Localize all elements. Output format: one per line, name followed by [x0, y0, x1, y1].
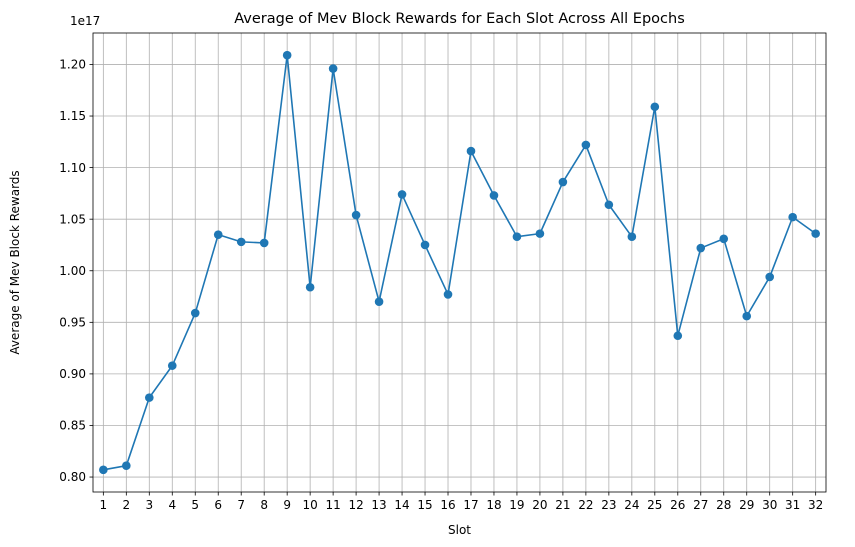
data-point: [696, 243, 706, 253]
x-tick-label: 23: [601, 498, 616, 512]
x-tick-label: 19: [509, 498, 524, 512]
x-tick-label: 14: [394, 498, 409, 512]
data-point: [167, 361, 177, 370]
data-point: [719, 234, 729, 244]
data-point: [397, 190, 407, 199]
y-tick-label: 0.95: [59, 316, 86, 330]
axis-layer: 1 2 3 4 5 6 7 8 9 10 11 12 13 14 15 16 17 18 19 20 21 22 23 24 2…: [59, 58, 823, 512]
data-point: [122, 461, 131, 470]
data-point: [374, 297, 384, 306]
x-tick-label: 13: [371, 498, 386, 512]
chart-title: Average of Mev Block Rewards for Each Sl…: [234, 11, 685, 27]
data-point: [213, 230, 223, 239]
data-point: [259, 238, 269, 248]
data-point: [512, 232, 522, 242]
x-tick-label: 30: [762, 498, 777, 512]
y-tick-label: 1.10: [59, 161, 86, 175]
x-tick-label: 31: [785, 498, 800, 512]
x-tick-label: 11: [325, 498, 340, 512]
y-tick-label: 1.15: [59, 109, 86, 123]
x-tick-label: 29: [739, 498, 754, 512]
x-tick-label: 7: [237, 498, 245, 512]
data-point: [489, 191, 499, 200]
x-tick-label: 5: [191, 498, 199, 512]
y-tick-label: 0.90: [59, 367, 86, 381]
data-point: [650, 102, 660, 112]
data-point: [328, 64, 338, 73]
data-point: [443, 290, 453, 299]
data-point: [811, 229, 820, 238]
data-point: [765, 272, 775, 282]
data-point: [604, 200, 614, 210]
y-tick-label: 1.20: [59, 58, 86, 72]
data-point: [581, 140, 591, 150]
data-point: [351, 210, 361, 220]
y-tick-label: 0.85: [59, 419, 86, 433]
x-tick-label: 17: [463, 498, 478, 512]
data-point: [190, 308, 200, 318]
x-tick-label: 3: [145, 498, 153, 512]
data-point: [466, 146, 476, 156]
x-tick-label: 18: [486, 498, 501, 512]
x-tick-label: 2: [122, 498, 130, 512]
x-tick-label: 25: [647, 498, 662, 512]
x-tick-label: 8: [260, 498, 268, 512]
x-tick-label: 10: [303, 498, 318, 512]
x-tick-label: 32: [808, 498, 823, 512]
data-point: [282, 50, 292, 60]
data-point: [99, 465, 108, 475]
x-tick-label: 1: [100, 498, 108, 512]
x-tick-label: 9: [283, 498, 291, 512]
x-tick-label: 6: [214, 498, 222, 512]
series-layer: [99, 50, 820, 475]
y-tick-label: 0.80: [59, 470, 86, 484]
x-tick-label: 24: [624, 498, 639, 512]
x-tick-label: 20: [532, 498, 547, 512]
x-tick-label: 26: [670, 498, 685, 512]
x-axis-label: Slot: [448, 523, 471, 537]
x-tick-label: 12: [348, 498, 363, 512]
data-point: [305, 282, 315, 292]
data-point: [420, 240, 430, 250]
plot-frame: [92, 32, 827, 493]
x-tick-label: 16: [440, 498, 455, 512]
grid-layer: [93, 33, 826, 492]
data-point: [535, 229, 545, 238]
data-point: [236, 237, 246, 247]
data-point: [788, 212, 797, 222]
data-point: [144, 393, 154, 402]
x-tick-label: 21: [555, 498, 570, 512]
data-point: [673, 331, 683, 341]
y-axis-label: Average of Mev Block Rewards: [8, 170, 22, 354]
x-tick-label: 15: [417, 498, 432, 512]
x-tick-label: 4: [168, 498, 176, 512]
y-tick-label: 1.05: [59, 212, 86, 226]
y-axis-multiplier: 1e17: [70, 14, 100, 28]
data-point: [558, 177, 568, 187]
x-tick-label: 22: [578, 498, 593, 512]
x-tick-label: 28: [716, 498, 731, 512]
y-tick-label: 1.00: [59, 264, 86, 278]
x-tick-label: 27: [693, 498, 708, 512]
data-point: [627, 232, 637, 242]
data-point: [742, 311, 752, 321]
